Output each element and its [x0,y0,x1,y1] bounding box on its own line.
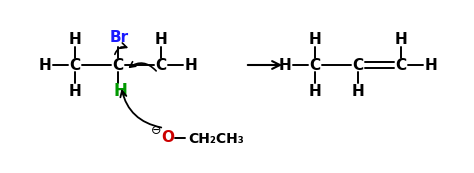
Text: CH₂CH₃: CH₂CH₃ [188,132,244,146]
Text: H: H [352,84,365,98]
Text: H: H [395,31,407,47]
Text: H: H [309,84,321,98]
Text: H: H [309,31,321,47]
Text: H: H [38,57,51,72]
Text: C: C [69,57,81,72]
Text: H: H [113,82,127,100]
Text: C: C [310,57,320,72]
Text: H: H [155,31,167,47]
Text: H: H [425,57,438,72]
Text: C: C [155,57,166,72]
Text: Br: Br [109,30,128,45]
Text: C: C [353,57,364,72]
Text: H: H [69,84,82,98]
Text: C: C [395,57,407,72]
Text: O: O [162,130,174,145]
Text: C: C [112,57,124,72]
Text: ⊖: ⊖ [151,125,161,138]
Text: H: H [279,57,292,72]
Text: H: H [69,31,82,47]
Text: H: H [185,57,197,72]
